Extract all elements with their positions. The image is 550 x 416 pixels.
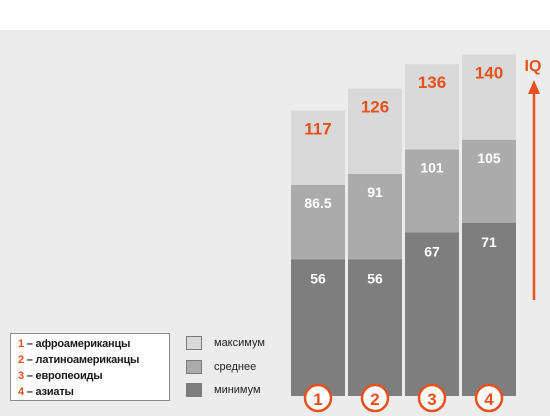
legend-num: 3: [18, 370, 24, 382]
legend-item-4: 4 – азиаты: [18, 386, 74, 398]
bar-min-4: [462, 222, 516, 396]
legend-num: 1: [18, 338, 24, 350]
group-legend: 1 – афроамериканцы 2 – латиноамериканцы …: [10, 333, 170, 401]
swatch-label-min: минимум: [214, 384, 261, 396]
swatch-label-avg: среднее: [214, 361, 257, 373]
legend-item-1: 1 – афроамериканцы: [18, 338, 130, 350]
value-label-min-2: 56: [367, 270, 383, 286]
value-label-min-4: 71: [481, 234, 497, 250]
category-badge-4: [474, 383, 504, 413]
bar-min-1: [291, 259, 345, 396]
category-label-4: 4: [484, 390, 494, 409]
category-label-1: 1: [313, 390, 322, 409]
value-label-max-1: 117: [304, 120, 331, 139]
value-label-max-2: 126: [361, 98, 389, 117]
value-label-avg-4: 105: [477, 150, 501, 166]
legend-num: 4: [18, 386, 24, 398]
legend-num: 2: [18, 354, 24, 366]
legend-label: – азиаты: [23, 386, 74, 398]
value-label-avg-2: 91: [367, 184, 383, 200]
category-badge-3: [417, 383, 447, 413]
value-label-avg-3: 101: [420, 160, 444, 176]
category-label-2: 2: [370, 390, 379, 409]
bar-avg-2: [348, 173, 402, 260]
legend-label: – европеоиды: [23, 370, 103, 382]
category-badge-2: [360, 383, 390, 413]
value-label-avg-1: 86.5: [304, 195, 331, 211]
bar-avg-1: [291, 184, 345, 260]
value-label-max-3: 136: [418, 73, 446, 92]
bar-avg-4: [462, 139, 516, 223]
bar-min-3: [405, 232, 459, 396]
category-badge-1: [303, 383, 333, 413]
value-label-min-1: 56: [310, 270, 326, 286]
legend-item-3: 3 – европеоиды: [18, 370, 103, 382]
bar-avg-3: [405, 149, 459, 233]
legend-label: – латиноамериканцы: [23, 354, 140, 366]
bar-max-4: [462, 54, 516, 140]
swatch-min: [186, 383, 202, 397]
legend-label: – афроамериканцы: [23, 338, 131, 350]
iq-arrow-head: [528, 80, 540, 94]
bar-min-2: [348, 259, 402, 396]
legend-item-2: 2 – латиноамериканцы: [18, 354, 139, 366]
category-label-3: 3: [427, 390, 436, 409]
swatch-label-max: максимум: [214, 337, 265, 349]
value-label-min-3: 67: [424, 244, 440, 260]
ylabel: IQ: [525, 58, 542, 75]
value-label-max-4: 140: [475, 63, 503, 82]
bar-max-3: [405, 64, 459, 150]
bar-max-2: [348, 88, 402, 174]
swatch-max: [186, 336, 202, 350]
swatch-avg: [186, 360, 202, 374]
bar-max-1: [291, 110, 345, 185]
